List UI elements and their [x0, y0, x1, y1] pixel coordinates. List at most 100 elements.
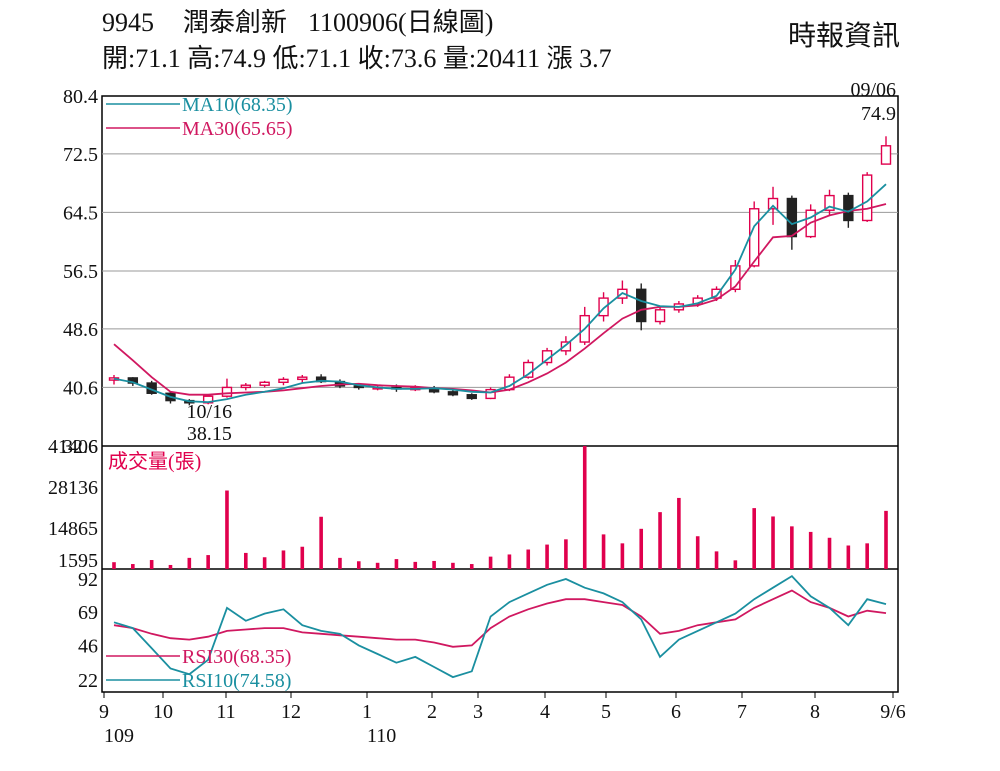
ma30-line: [113, 203, 887, 396]
x-tick-label: 4: [540, 701, 550, 723]
x-tick-label: 12: [281, 701, 301, 723]
volume-bar: [112, 562, 116, 569]
volume-bar: [281, 550, 286, 569]
candle-body: [730, 265, 741, 291]
candle-body: [711, 288, 722, 299]
candle-body: [636, 288, 647, 323]
year-label: 109: [104, 725, 134, 747]
high-date-label: 09/06: [850, 79, 896, 101]
volume-bar: [432, 560, 436, 569]
legend-ma30: MA30(65.65): [182, 118, 293, 140]
volume-bar: [582, 446, 587, 569]
low-value-label: 38.15: [187, 423, 232, 445]
volume-bar: [865, 543, 869, 569]
volume-bar: [375, 562, 380, 569]
candle-body: [654, 309, 666, 323]
candle-body: [466, 394, 477, 400]
x-tick-label: 3: [473, 701, 483, 723]
legend-rsi10: RSI10(74.58): [182, 670, 291, 692]
price-tick-label: 48.6: [63, 319, 98, 341]
volume-bar: [752, 508, 756, 569]
rsi-tick-label: 46: [78, 635, 98, 657]
volume-bar: [356, 561, 361, 569]
price-tick-label: 80.4: [63, 86, 98, 108]
volume-bar: [319, 516, 323, 569]
price-tick-label: 72.5: [63, 144, 98, 166]
volume-bar: [168, 564, 173, 569]
volume-bar: [526, 549, 531, 569]
volume-bar: [808, 531, 813, 569]
x-tick-label: 5: [601, 701, 611, 723]
volume-title: 成交量(張): [108, 450, 201, 473]
rsi-tick-label: 22: [78, 670, 98, 692]
x-tick-label: 1: [362, 701, 372, 723]
x-tick-label: 2: [427, 701, 437, 723]
rsi-tick-label: 92: [78, 569, 98, 591]
volume-bar: [244, 552, 248, 569]
x-tick-label: 6: [671, 701, 681, 723]
year-label: 110: [367, 725, 396, 747]
rsi30-line: [113, 589, 887, 648]
price-tick-label: 56.5: [63, 261, 98, 283]
volume-bar: [149, 560, 154, 569]
volume-bar: [620, 543, 625, 569]
volume-tick-label: 1595: [58, 550, 98, 572]
volume-bar: [695, 536, 700, 569]
volume-bar: [469, 564, 474, 569]
x-tick-label: 8: [810, 701, 820, 723]
volume-bar: [488, 556, 493, 569]
chart-frame: [101, 95, 899, 693]
volume-tick-label: 41406: [48, 436, 98, 458]
x-tick-label: 9/6: [880, 701, 906, 723]
candle-body: [767, 197, 779, 210]
volume-bar: [206, 555, 210, 569]
x-tick-label: 11: [216, 701, 235, 723]
ma10-line: [113, 183, 887, 404]
volume-bar: [300, 546, 305, 569]
price-tick-label: 40.6: [63, 377, 98, 399]
x-tick-label: 10: [153, 701, 173, 723]
candle-body: [880, 145, 892, 165]
volume-tick-label: 28136: [48, 477, 98, 499]
volume-bar: [451, 562, 455, 569]
x-tick-label: 7: [737, 701, 747, 723]
volume-bar: [394, 559, 399, 569]
volume-bar: [884, 510, 888, 569]
volume-bar: [187, 557, 192, 569]
volume-bar: [658, 512, 662, 569]
candle-body: [240, 384, 252, 389]
candle-body: [259, 381, 270, 386]
volume-bar: [827, 537, 832, 569]
rsi10-line: [113, 574, 887, 679]
candle-body: [485, 388, 496, 400]
stock-name: 潤泰創新: [183, 8, 288, 37]
volume-bar: [677, 497, 681, 569]
volume-bar: [771, 516, 775, 569]
volume-bar: [131, 564, 135, 569]
price-tick-label: 32.6: [63, 436, 98, 458]
candle-body: [786, 197, 798, 238]
volume-bar: [225, 490, 229, 569]
legend-ma10: MA10(68.35): [182, 94, 293, 116]
high-value-label: 74.9: [861, 103, 896, 125]
candle-body: [560, 341, 572, 352]
date-label: 1100906(日線圖): [308, 8, 494, 37]
volume-bar: [413, 561, 418, 569]
candle-body: [297, 376, 308, 381]
candle-body: [278, 378, 289, 383]
candle-body: [221, 386, 233, 397]
volume-bar: [733, 560, 738, 569]
source-label: 時報資訊: [787, 21, 900, 52]
volume-bar: [790, 526, 794, 569]
volume-bar: [639, 528, 644, 569]
rsi-tick-label: 69: [78, 602, 98, 624]
chart-title: 9945 潤泰創新 1100906(日線圖): [102, 8, 493, 38]
legend-rsi30: RSI30(68.35): [182, 646, 291, 668]
volume-bar: [714, 551, 719, 569]
candle-body: [447, 391, 459, 396]
volume-bar: [507, 554, 512, 569]
candle-body: [843, 194, 854, 222]
volume-bar: [846, 545, 851, 569]
volume-tick-label: 14865: [48, 518, 98, 540]
